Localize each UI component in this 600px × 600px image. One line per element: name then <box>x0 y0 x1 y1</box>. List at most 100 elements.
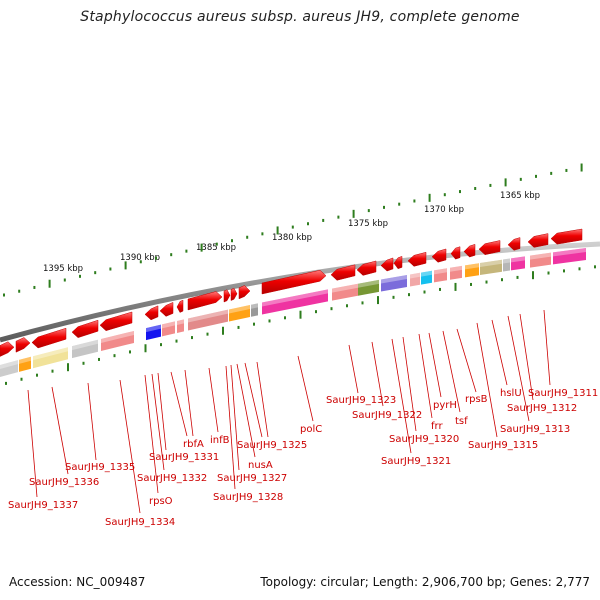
minor-tick <box>231 239 233 243</box>
major-tick <box>144 344 147 353</box>
label-leader-line <box>256 361 269 438</box>
cog-block <box>553 247 586 265</box>
cog-block <box>465 263 479 278</box>
minor-tick <box>82 361 85 365</box>
cog-block <box>381 274 407 292</box>
major-tick <box>377 296 379 305</box>
label-leader-line <box>157 372 167 451</box>
gene-arrow <box>450 246 461 260</box>
gene-labels: SaurJH9_1337 SaurJH9_1336 SaurJH9_1335 S… <box>8 388 598 528</box>
label-leader-line <box>144 374 159 494</box>
cog-block <box>421 270 432 285</box>
gene-label-saurjh9-1315: SaurJH9_1315 <box>468 440 538 451</box>
gene-label-saurjh9-1328: SaurJH9_1328 <box>213 492 283 503</box>
minor-tick <box>63 278 66 282</box>
cog-block <box>229 305 250 322</box>
major-tick <box>67 363 69 372</box>
minor-tick <box>175 339 178 343</box>
minor-tick <box>485 280 488 284</box>
minor-tick <box>322 218 325 222</box>
gene-arrow <box>159 302 174 317</box>
label-leader-line <box>87 382 97 461</box>
cog-block-highlight <box>146 324 161 333</box>
minor-tick <box>392 295 395 299</box>
minor-tick <box>284 316 286 320</box>
minor-tick <box>315 310 317 314</box>
minor-tick <box>170 253 173 257</box>
gene-arrow <box>0 341 15 357</box>
cog-block-highlight <box>19 356 31 364</box>
cog-block <box>530 252 551 268</box>
gene-arrow <box>223 289 231 303</box>
minor-tick <box>501 278 503 282</box>
major-tick <box>352 209 355 218</box>
gene-arrow <box>176 299 184 313</box>
cog-block-highlight <box>229 305 250 314</box>
cog-block <box>33 347 68 369</box>
minor-tick <box>261 232 264 236</box>
cog-block-highlight <box>434 268 447 275</box>
gene-arrow <box>238 285 251 300</box>
cog-block-highlight <box>410 272 420 279</box>
cog-category-track <box>0 247 586 377</box>
cog-block <box>146 324 161 341</box>
major-tick <box>48 279 51 288</box>
gene-label-tsf: tsf <box>455 416 468 427</box>
minor-tick <box>550 171 553 175</box>
cog-block-highlight <box>465 263 479 270</box>
label-leader-line <box>51 386 69 475</box>
cog-block <box>72 339 98 359</box>
major-tick <box>222 326 224 335</box>
gene-label-saurjh9-1312: SaurJH9_1312 <box>507 403 577 414</box>
gene-arrow <box>230 287 238 301</box>
minor-tick <box>346 304 348 308</box>
minor-tick <box>470 282 472 286</box>
gene-label-rbfa: rbfA <box>183 439 204 450</box>
gene-arrow <box>261 269 327 295</box>
major-tick <box>504 178 507 187</box>
scale-label-1365: 1365 kbp <box>500 191 540 201</box>
minor-tick <box>36 373 38 377</box>
gene-label-saurjh9-1334: SaurJH9_1334 <box>105 517 175 528</box>
major-tick <box>299 310 302 319</box>
gene-label-infb: infB <box>210 435 230 446</box>
minor-tick <box>563 269 565 273</box>
label-leader-line <box>543 309 551 386</box>
minor-tick <box>33 285 36 289</box>
minor-tick <box>109 267 112 271</box>
minor-tick <box>3 293 5 297</box>
gene-arrow <box>478 240 501 255</box>
gene-label-saurjh9-1313: SaurJH9_1313 <box>500 424 570 435</box>
minor-tick <box>307 222 309 226</box>
minor-tick <box>246 235 249 239</box>
cog-block-highlight <box>553 247 586 257</box>
minor-tick <box>5 381 7 385</box>
cog-block <box>511 256 525 271</box>
cog-block <box>332 283 358 301</box>
scale-label-1395: 1395 kbp <box>43 264 83 274</box>
cog-block <box>19 356 31 372</box>
minor-tick <box>474 186 477 190</box>
cog-block <box>0 360 18 377</box>
minor-tick <box>51 369 54 373</box>
minor-tick <box>408 293 410 297</box>
cog-block-highlight <box>262 289 328 307</box>
scale-label-1380: 1380 kbp <box>272 233 312 243</box>
minor-tick <box>18 289 21 293</box>
minor-tick <box>79 274 81 278</box>
minor-tick <box>398 202 401 206</box>
gene-arrow <box>187 291 223 311</box>
cog-block-highlight <box>450 265 462 272</box>
label-leader-line <box>230 364 240 471</box>
label-leader-line <box>236 363 256 458</box>
cog-block-highlight <box>33 347 68 361</box>
cog-block-highlight <box>177 319 184 325</box>
gene-label-saurjh9-1327: SaurJH9_1327 <box>217 473 287 484</box>
cog-block <box>434 268 447 283</box>
minor-tick <box>330 307 333 311</box>
cog-block-highlight <box>332 283 358 293</box>
label-leader-line <box>456 328 477 393</box>
label-leader-line <box>151 373 165 471</box>
gene-arrow <box>431 248 447 263</box>
